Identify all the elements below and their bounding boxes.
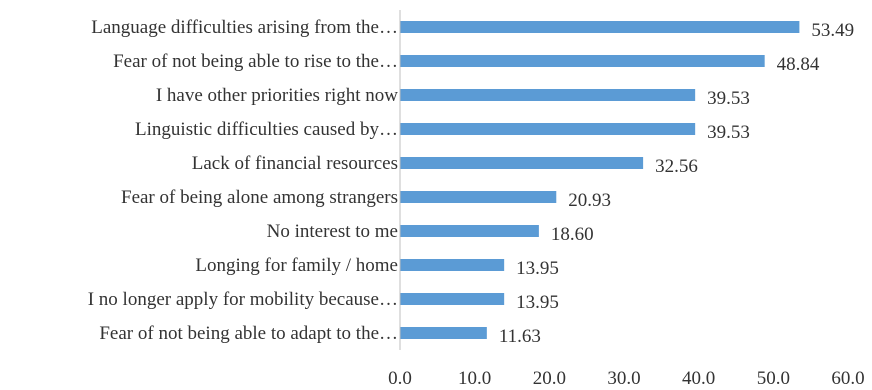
bar-1 <box>400 21 800 33</box>
x-tick-label-5: 40.0 <box>682 368 715 389</box>
bar-3 <box>400 89 696 101</box>
x-tick-label-7: 60.0 <box>831 368 864 389</box>
bar-4 <box>400 123 696 135</box>
bar-9 <box>400 293 505 305</box>
value-labels: 53.49 48.84 39.53 39.53 32.56 20.93 18.60 13.95… <box>499 20 854 347</box>
value-label-9: 13.95 <box>516 292 559 313</box>
category-label-2: Fear of not being able to rise to the… <box>113 51 398 72</box>
value-label-3: 39.53 <box>707 88 750 109</box>
category-label-8: Longing for family / home <box>195 255 398 276</box>
bar-6 <box>400 191 557 203</box>
value-label-10: 11.63 <box>499 326 541 347</box>
category-label-6: Fear of being alone among strangers <box>121 187 398 208</box>
category-label-9: I no longer apply for mobility because… <box>88 289 398 310</box>
category-label-10: Fear of not being able to adapt to the… <box>99 323 398 344</box>
category-labels: Language difficulties arising from the… F… <box>88 17 399 344</box>
value-label-7: 18.60 <box>551 224 594 245</box>
bar-7 <box>400 225 539 237</box>
x-tick-label-4: 30.0 <box>607 368 640 389</box>
x-tick-label-2: 10.0 <box>458 368 491 389</box>
x-tick-labels: 0.0 10.0 20.0 30.0 40.0 50.0 60.0 <box>388 368 865 389</box>
bars-group <box>400 21 800 339</box>
category-label-4: Linguistic difficulties caused by… <box>135 119 398 140</box>
category-label-7: No interest to me <box>267 221 398 242</box>
x-tick-label-1: 0.0 <box>388 368 412 389</box>
value-label-2: 48.84 <box>777 54 820 75</box>
category-label-1: Language difficulties arising from the… <box>91 17 398 38</box>
bar-2 <box>400 55 765 67</box>
category-label-5: Lack of financial resources <box>192 153 398 174</box>
value-label-4: 39.53 <box>707 122 750 143</box>
bar-10 <box>400 327 487 339</box>
x-tick-label-3: 20.0 <box>533 368 566 389</box>
x-tick-label-6: 50.0 <box>757 368 790 389</box>
value-label-1: 53.49 <box>811 20 854 41</box>
category-label-3: I have other priorities right now <box>156 85 398 106</box>
value-label-8: 13.95 <box>516 258 559 279</box>
bar-5 <box>400 157 644 169</box>
value-label-6: 20.93 <box>568 190 611 211</box>
bar-8 <box>400 259 505 271</box>
value-label-5: 32.56 <box>655 156 698 177</box>
